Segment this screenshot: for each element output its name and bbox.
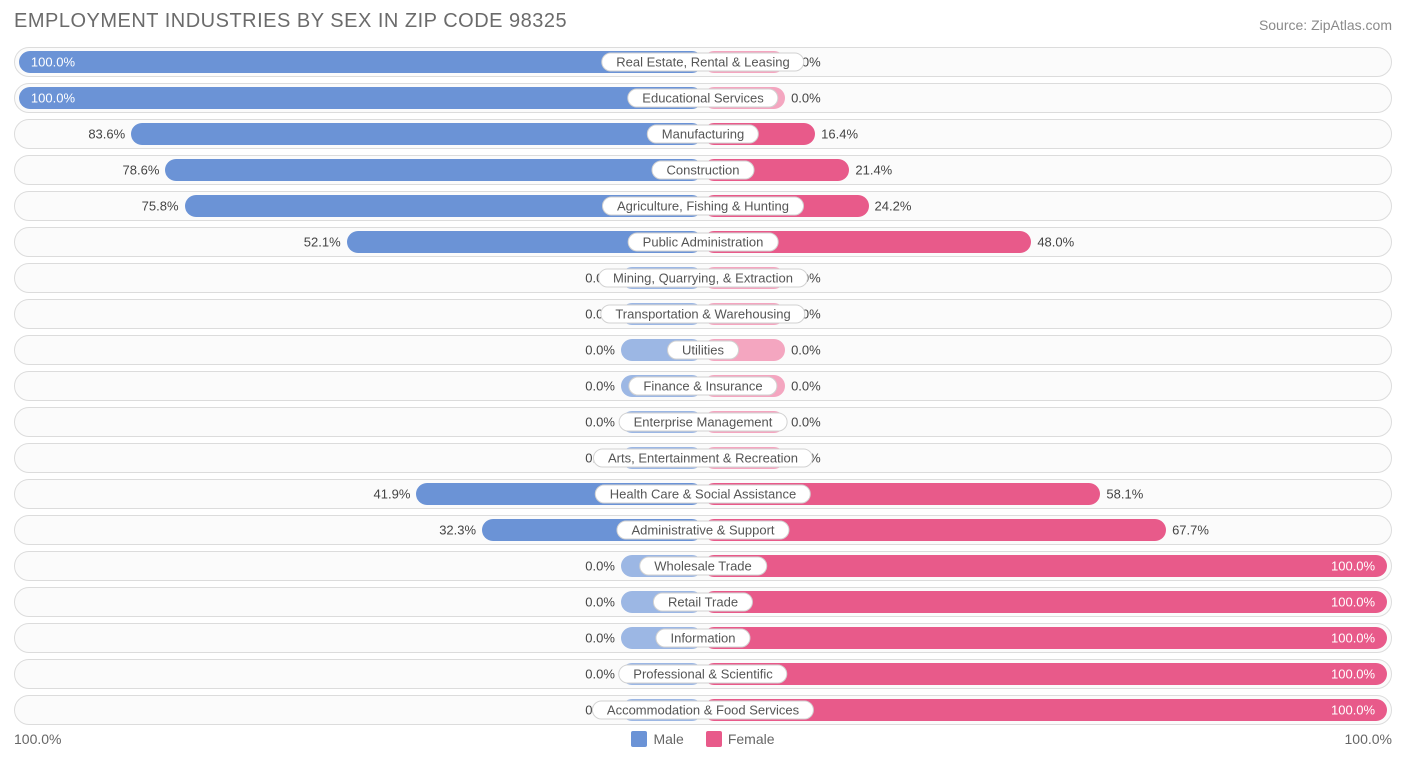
male-pct-label: 83.6% — [88, 127, 125, 142]
legend-label: Male — [653, 731, 683, 747]
female-pct-label: 100.0% — [1331, 559, 1375, 574]
female-pct-label: 100.0% — [1331, 667, 1375, 682]
chart-row: 100.0%0.0%Real Estate, Rental & Leasing — [14, 47, 1392, 77]
chart-row: 41.9% 58.1% Health Care & Social Assistanc… — [14, 479, 1392, 509]
male-pct-label: 78.6% — [123, 163, 160, 178]
female-bar — [703, 663, 1387, 685]
chart-row: 0.0% 0.0% Finance & Insurance — [14, 371, 1392, 401]
legend-swatch — [706, 731, 722, 747]
male-pct-label: 100.0% — [31, 55, 75, 70]
chart-row: 0.0%0.0%Enterprise Management — [14, 407, 1392, 437]
chart-title: EMPLOYMENT INDUSTRIES BY SEX IN ZIP CODE… — [14, 10, 567, 33]
category-label: Manufacturing — [647, 125, 759, 144]
chart-row: 0.0% 100.0% Professional & Scientific — [14, 659, 1392, 689]
chart-row: 0.0% 0.0% Utilities — [14, 335, 1392, 365]
chart-row: 0.0%100.0%Accommodation & Food Services — [14, 695, 1392, 725]
category-label: Transportation & Warehousing — [600, 305, 805, 324]
female-pct-label: 0.0% — [791, 343, 821, 358]
female-bar — [703, 591, 1387, 613]
male-pct-label: 0.0% — [585, 415, 615, 430]
female-pct-label: 16.4% — [821, 127, 858, 142]
category-label: Public Administration — [628, 233, 779, 252]
chart-source: Source: ZipAtlas.com — [1259, 17, 1392, 33]
male-pct-label: 0.0% — [585, 343, 615, 358]
male-pct-label: 32.3% — [439, 523, 476, 538]
chart-row: 52.1% 48.0% Public Administration — [14, 227, 1392, 257]
male-pct-label: 0.0% — [585, 595, 615, 610]
category-label: Wholesale Trade — [639, 557, 767, 576]
female-pct-label: 67.7% — [1172, 523, 1209, 538]
chart-row: 0.0%0.0%Arts, Entertainment & Recreation — [14, 443, 1392, 473]
category-label: Enterprise Management — [619, 413, 788, 432]
male-pct-label: 0.0% — [585, 559, 615, 574]
male-pct-label: 41.9% — [374, 487, 411, 502]
category-label: Administrative & Support — [616, 521, 789, 540]
category-label: Utilities — [667, 341, 739, 360]
category-label: Construction — [652, 161, 755, 180]
male-bar — [165, 159, 703, 181]
chart-row: 0.0% 100.0% Wholesale Trade — [14, 551, 1392, 581]
female-pct-label: 100.0% — [1331, 631, 1375, 646]
chart-row: 75.8% 24.2% Agriculture, Fishing & Hunting — [14, 191, 1392, 221]
category-label: Mining, Quarrying, & Extraction — [598, 269, 808, 288]
female-pct-label: 0.0% — [791, 379, 821, 394]
female-pct-label: 100.0% — [1331, 595, 1375, 610]
female-bar — [703, 555, 1387, 577]
male-pct-label: 100.0% — [31, 91, 75, 106]
chart-row: 0.0%0.0%Mining, Quarrying, & Extraction — [14, 263, 1392, 293]
chart-row: 78.6% 21.4% Construction — [14, 155, 1392, 185]
female-pct-label: 0.0% — [791, 415, 821, 430]
male-pct-label: 0.0% — [585, 379, 615, 394]
axis-left-label: 100.0% — [14, 731, 61, 747]
category-label: Retail Trade — [653, 593, 753, 612]
chart-footer: 100.0% Male Female 100.0% — [14, 731, 1392, 747]
female-pct-label: 58.1% — [1106, 487, 1143, 502]
female-pct-label: 48.0% — [1037, 235, 1074, 250]
chart-row: 100.0% 0.0% Educational Services — [14, 83, 1392, 113]
legend-item: Male — [631, 731, 683, 747]
category-label: Educational Services — [627, 89, 778, 108]
category-label: Real Estate, Rental & Leasing — [601, 53, 804, 72]
legend-item: Female — [706, 731, 775, 747]
category-label: Information — [655, 629, 750, 648]
male-pct-label: 52.1% — [304, 235, 341, 250]
category-label: Professional & Scientific — [618, 665, 787, 684]
female-pct-label: 21.4% — [855, 163, 892, 178]
male-bar — [19, 87, 703, 109]
category-label: Accommodation & Food Services — [592, 701, 814, 720]
female-bar — [703, 627, 1387, 649]
chart-row: 83.6% 16.4% Manufacturing — [14, 119, 1392, 149]
legend-swatch — [631, 731, 647, 747]
female-pct-label: 24.2% — [875, 199, 912, 214]
category-label: Finance & Insurance — [628, 377, 777, 396]
diverging-bar-chart: 100.0%0.0%Real Estate, Rental & Leasing1… — [14, 47, 1392, 725]
male-pct-label: 75.8% — [142, 199, 179, 214]
legend-label: Female — [728, 731, 775, 747]
legend: Male Female — [631, 731, 774, 747]
category-label: Agriculture, Fishing & Hunting — [602, 197, 804, 216]
chart-row: 32.3% 67.7% Administrative & Support — [14, 515, 1392, 545]
female-pct-label: 100.0% — [1331, 703, 1375, 718]
chart-row: 0.0%0.0%Transportation & Warehousing — [14, 299, 1392, 329]
male-bar — [131, 123, 703, 145]
chart-header: EMPLOYMENT INDUSTRIES BY SEX IN ZIP CODE… — [14, 10, 1392, 33]
category-label: Health Care & Social Assistance — [595, 485, 811, 504]
male-pct-label: 0.0% — [585, 631, 615, 646]
axis-right-label: 100.0% — [1345, 731, 1392, 747]
category-label: Arts, Entertainment & Recreation — [593, 449, 813, 468]
chart-row: 0.0% 100.0% Information — [14, 623, 1392, 653]
chart-row: 0.0% 100.0% Retail Trade — [14, 587, 1392, 617]
female-pct-label: 0.0% — [791, 91, 821, 106]
male-pct-label: 0.0% — [585, 667, 615, 682]
